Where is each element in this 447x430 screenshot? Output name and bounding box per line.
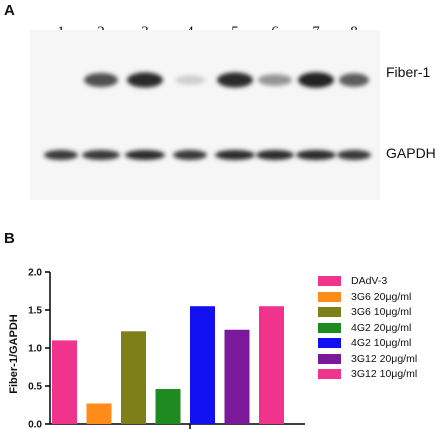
legend-label: DAdV-3 [351,275,388,287]
bar [86,403,112,424]
fiber-band [339,73,369,87]
legend-swatch [318,338,341,348]
gapdh-band [296,150,336,160]
legend-swatch [318,322,341,333]
legend-label: 3G6 10μg/ml [351,306,412,318]
gapdh-band [82,150,120,160]
bar [121,331,146,424]
legend-item: 4G2 20μg/ml [318,321,411,335]
bar [155,389,181,424]
legend-label: 4G2 10μg/ml [351,337,412,349]
legend-swatch [318,291,341,302]
y-tick-label: 0.5 [28,382,42,393]
bar-chart: 0.0 0.5 1.0 1.5 2.0 Fiber-1/GAPDH [8,268,305,430]
fiber-band-label: Fiber-1 [386,64,431,80]
gapdh-band [256,150,294,160]
legend-swatch [318,307,341,317]
panel-a-label: A [4,2,15,19]
fiber-band [127,72,163,88]
panel-b-label: B [4,230,15,247]
y-tick-label: 1.0 [28,344,42,355]
legend-item: 3G12 10μg/ml [318,367,417,381]
y-tick-label: 0.0 [28,420,42,430]
y-tick-label: 2.0 [28,268,42,279]
legend-item: 3G6 20μg/ml [318,290,411,304]
legend-item: 3G6 10μg/ml [318,305,411,319]
legend-label: 3G12 10μg/ml [351,368,418,380]
legend-label: 3G12 20μg/ml [351,352,418,365]
bar [224,329,250,424]
fiber-band [175,75,205,85]
fiber-band [298,72,334,88]
legend-label: 3G6 20μg/ml [351,290,412,303]
legend-swatch [318,353,341,364]
legend-item: DAdV-3 [318,274,387,288]
gapdh-band [173,150,207,160]
legend-swatch [318,369,341,379]
gapdh-band [125,150,165,160]
western-blot-image [30,30,380,200]
legend-item: 3G12 20μg/ml [318,352,417,366]
legend-swatch [318,276,341,286]
legend-label: 4G2 20μg/ml [351,321,412,334]
legend-item: 4G2 10μg/ml [318,336,411,350]
fiber-band [258,74,292,86]
blot-bands [44,72,371,160]
bar [190,306,215,424]
fiber-band [217,72,253,88]
gapdh-band [44,150,78,160]
gapdh-band [215,150,255,160]
fiber-band [84,73,118,87]
y-axis-label: Fiber-1/GAPDH [8,314,20,394]
y-tick-label: 1.5 [28,306,42,317]
gapdh-band-label: GAPDH [386,145,436,161]
bar [259,306,284,424]
bar [52,340,77,424]
gapdh-band [337,150,371,160]
